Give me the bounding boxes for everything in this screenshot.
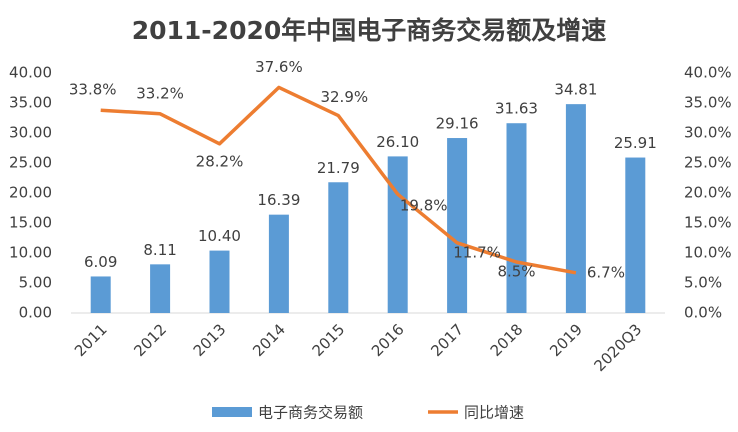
bar-label: 10.40 bbox=[198, 227, 241, 245]
bar-label: 25.91 bbox=[614, 134, 657, 152]
bar-label: 26.10 bbox=[376, 133, 419, 151]
legend-label: 同比增速 bbox=[464, 404, 524, 422]
y2-tick-label: 15.0% bbox=[684, 214, 732, 232]
y-tick-label: 35.00 bbox=[9, 94, 52, 112]
y2-tick-label: 20.0% bbox=[684, 184, 732, 202]
y-tick-label: 20.00 bbox=[9, 184, 52, 202]
y2-tick-label: 35.0% bbox=[684, 94, 732, 112]
line-label: 11.7% bbox=[453, 243, 501, 261]
bar-label: 31.63 bbox=[495, 100, 538, 118]
bar bbox=[328, 182, 349, 313]
bar bbox=[506, 123, 527, 313]
bar-label: 21.79 bbox=[317, 159, 360, 177]
chart-title: 2011-2020年中国电子商务交易额及增速 bbox=[132, 16, 607, 45]
legend-swatch bbox=[212, 407, 252, 417]
line-label: 19.8% bbox=[400, 197, 448, 215]
y-tick-label: 30.00 bbox=[9, 124, 52, 142]
y-tick-label: 40.00 bbox=[9, 64, 52, 82]
y2-tick-label: 25.0% bbox=[684, 154, 732, 172]
y2-tick-label: 10.0% bbox=[684, 244, 732, 262]
bar bbox=[90, 276, 111, 313]
line-label: 6.7% bbox=[587, 263, 625, 281]
bar bbox=[625, 157, 646, 313]
y2-tick-label: 40.0% bbox=[684, 64, 732, 82]
y2-tick-label: 5.0% bbox=[684, 274, 722, 292]
line-label: 8.5% bbox=[497, 263, 535, 281]
line-label: 33.2% bbox=[136, 84, 184, 102]
bar bbox=[268, 214, 289, 313]
bar bbox=[565, 104, 586, 313]
y-tick-label: 5.00 bbox=[19, 274, 52, 292]
bar-label: 6.09 bbox=[84, 253, 117, 271]
line bbox=[100, 85, 577, 275]
y-tick-label: 0.00 bbox=[19, 304, 52, 322]
line-label: 32.9% bbox=[320, 88, 368, 106]
y-tick-label: 15.00 bbox=[9, 214, 52, 232]
bar bbox=[447, 138, 468, 313]
bar-label: 8.11 bbox=[143, 241, 176, 259]
legend-label: 电子商务交易额 bbox=[258, 404, 363, 422]
y-tick-label: 25.00 bbox=[9, 154, 52, 172]
line-label: 37.6% bbox=[255, 58, 303, 76]
bar bbox=[387, 156, 408, 313]
y2-tick-label: 30.0% bbox=[684, 124, 732, 142]
bar-label: 29.16 bbox=[436, 115, 479, 133]
bar bbox=[209, 250, 230, 313]
line-label: 28.2% bbox=[196, 152, 244, 170]
y2-tick-label: 0.0% bbox=[684, 304, 722, 322]
bar bbox=[150, 264, 171, 313]
line-label: 33.8% bbox=[69, 81, 117, 99]
bar-label: 34.81 bbox=[554, 81, 597, 99]
y-tick-label: 10.00 bbox=[9, 244, 52, 262]
bar-label: 16.39 bbox=[257, 191, 300, 209]
